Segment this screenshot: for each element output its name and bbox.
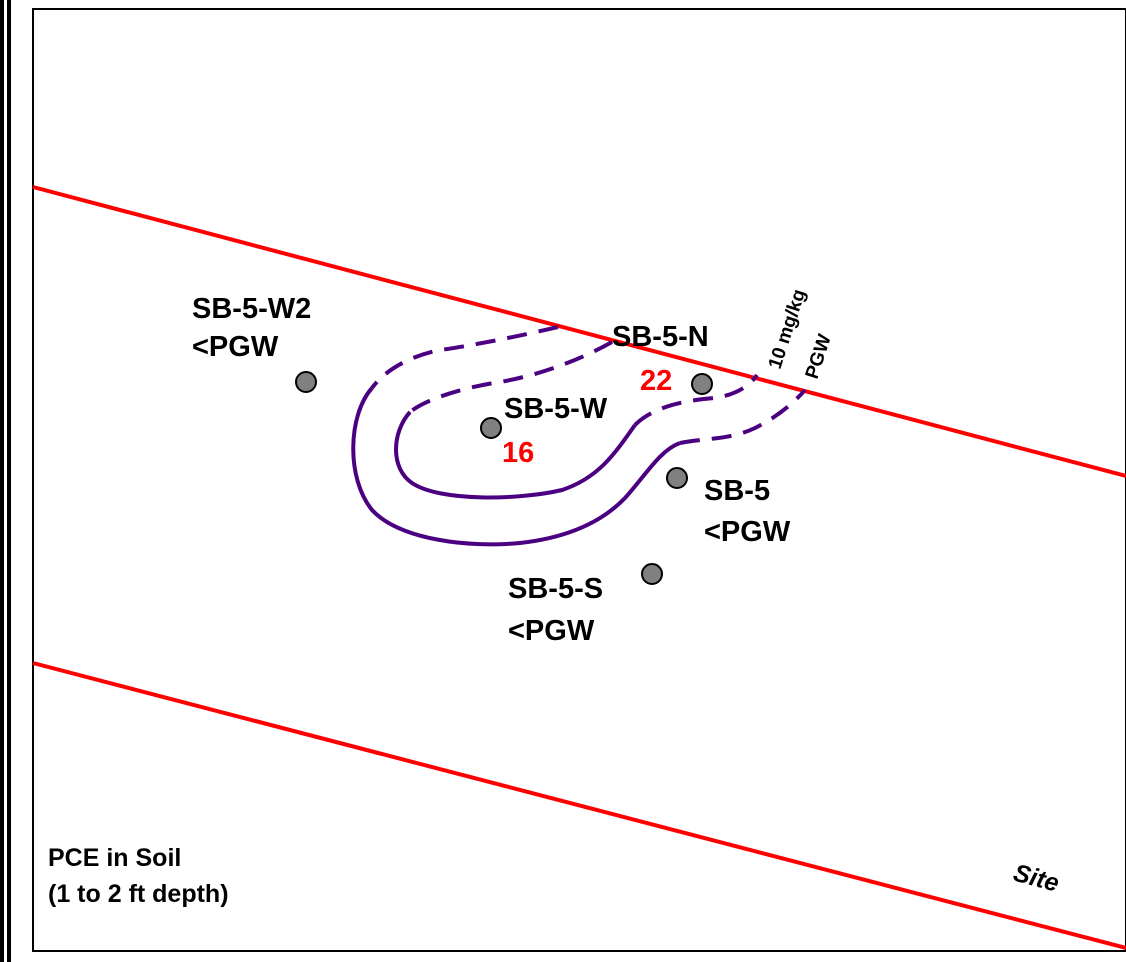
sample-id-sb-5-w2: SB-5-W2 xyxy=(192,293,311,325)
sample-value-sb-5-w: 16 xyxy=(502,437,534,469)
sample-point-sb-5-n xyxy=(691,373,713,395)
sample-id-sb-5: SB-5 xyxy=(704,475,770,507)
contour-outer-dashed-east xyxy=(679,388,807,445)
site-boundary-south xyxy=(32,661,1126,950)
site-boundary-north xyxy=(32,185,1126,478)
contour-inner-solid xyxy=(394,410,637,500)
sample-value-sb-5-n: 22 xyxy=(640,365,672,397)
contour-inner-dashed-north xyxy=(408,340,613,414)
sample-value-sb-5: <PGW xyxy=(704,516,791,548)
caption-line1: PCE in Soil xyxy=(48,844,181,872)
sample-id-sb-5-w: SB-5-W xyxy=(504,393,608,425)
sample-point-sb-5-s xyxy=(641,563,663,585)
sample-id-sb-5-n: SB-5-N xyxy=(612,321,709,353)
sample-point-sb-5 xyxy=(666,467,688,489)
contour-outer-dashed-west xyxy=(370,325,559,390)
sample-value-sb-5-s: <PGW xyxy=(508,615,595,647)
map-frame xyxy=(32,8,1126,952)
sample-point-sb-5-w xyxy=(480,417,502,439)
sample-id-sb-5-s: SB-5-S xyxy=(508,573,603,605)
contour-outer-solid xyxy=(351,386,681,547)
sample-value-sb-5-w2: <PGW xyxy=(192,331,279,363)
sample-point-sb-5-w2 xyxy=(295,371,317,393)
caption-line2: (1 to 2 ft depth) xyxy=(48,880,229,908)
